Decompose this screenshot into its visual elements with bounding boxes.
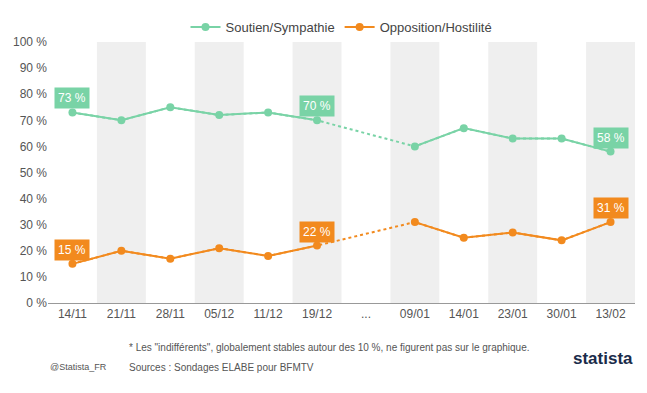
svg-text:10 %: 10 %: [20, 270, 48, 284]
svg-text:13/02: 13/02: [596, 307, 626, 321]
svg-text:@Statista_FR: @Statista_FR: [50, 362, 107, 372]
svg-text:...: ...: [361, 307, 371, 321]
svg-text:statista: statista: [573, 349, 633, 368]
svg-text:19/12: 19/12: [302, 307, 332, 321]
svg-text:73 %: 73 %: [58, 91, 86, 105]
svg-text:30 %: 30 %: [20, 218, 48, 232]
svg-text:40 %: 40 %: [20, 192, 48, 206]
svg-text:28/11: 28/11: [156, 307, 185, 321]
svg-text:90 %: 90 %: [20, 61, 48, 75]
svg-text:20 %: 20 %: [20, 244, 48, 258]
svg-text:14/11: 14/11: [58, 307, 87, 321]
svg-text:09/01: 09/01: [400, 307, 430, 321]
svg-text:100 %: 100 %: [13, 35, 47, 49]
svg-text:30/01: 30/01: [547, 307, 577, 321]
svg-text:05/12: 05/12: [204, 307, 234, 321]
svg-text:0 %: 0 %: [26, 296, 47, 310]
svg-text:50 %: 50 %: [20, 166, 48, 180]
svg-text:Soutien/Sympathie: Soutien/Sympathie: [226, 20, 335, 35]
svg-text:15 %: 15 %: [58, 243, 86, 257]
svg-text:58 %: 58 %: [597, 131, 625, 145]
svg-text:14/01: 14/01: [449, 307, 479, 321]
svg-text:70 %: 70 %: [20, 114, 48, 128]
svg-text:60 %: 60 %: [20, 140, 48, 154]
svg-text:* Les "indifférents", globalem: * Les "indifférents", globalement stable…: [129, 342, 530, 353]
svg-text:21/11: 21/11: [107, 307, 136, 321]
svg-text:70 %: 70 %: [303, 99, 331, 113]
svg-text:22 %: 22 %: [303, 225, 331, 239]
svg-text:23/01: 23/01: [498, 307, 528, 321]
svg-text:Opposition/Hostilité: Opposition/Hostilité: [380, 20, 492, 35]
svg-text:Sources : Sondages ELABE pour: Sources : Sondages ELABE pour BFMTV: [129, 362, 314, 373]
svg-text:31 %: 31 %: [597, 201, 625, 215]
svg-text:11/12: 11/12: [254, 307, 283, 321]
svg-text:80 %: 80 %: [20, 87, 48, 101]
